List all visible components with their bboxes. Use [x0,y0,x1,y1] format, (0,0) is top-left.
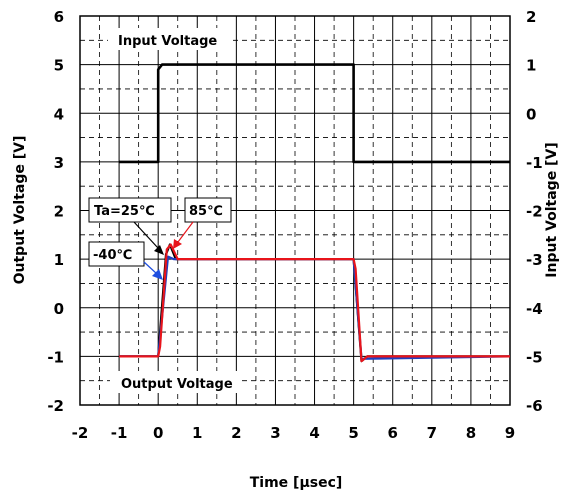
x-tick-label: -1 [111,424,128,442]
x-tick-label: 5 [348,424,358,442]
y-right-tick-label: -5 [526,348,543,366]
label-85c: 85℃ [189,204,223,219]
x-tick-label: 7 [427,424,437,442]
series-line-3 [119,243,510,363]
plot-frame [79,15,511,406]
y-right-tick-label: 1 [526,57,536,75]
annotations: Input Voltage Output Voltage Ta=25℃ 85℃ … [88,28,239,393]
y-left-tick-label: 3 [54,154,64,172]
arrow-m40-head [152,269,163,280]
y-right-tick-label: -2 [526,203,543,221]
series-line-0 [119,63,510,164]
x-tick-label: 0 [153,424,163,442]
y-left-tick-label: 2 [54,203,64,221]
label-box-input [108,28,231,50]
x-tick-label: -2 [72,424,89,442]
y-right-tick-label: 2 [526,8,536,26]
x-axis-title: Time [μsec] [250,475,343,491]
label-box-ta25 [88,197,172,223]
series-group [119,63,511,363]
y-left-tick-label: 6 [54,8,64,26]
x-tick-label: 8 [466,424,476,442]
arrow-ta25-head [154,245,164,255]
x-tick-labels: -2 -1 0 1 2 3 4 5 6 7 8 9 [72,424,516,442]
y-left-tick-label: -1 [47,348,64,366]
y-right-tick-label: -4 [526,300,543,318]
y-left-axis-title: Output Voltage [V] [12,136,28,285]
y-right-tick-label: -6 [526,397,543,415]
label-box-m40 [88,241,145,267]
x-tick-label: 9 [505,424,515,442]
arrow-85-head [173,239,182,249]
label-input-voltage: Input Voltage [118,34,217,49]
label-minus40c: -40℃ [93,248,132,263]
x-tick-label: 2 [231,424,241,442]
label-box-85 [184,197,232,223]
x-tick-label: 4 [309,424,319,442]
y-left-tick-label: 4 [54,105,64,123]
y-left-tick-label: -2 [47,397,64,415]
y-left-tick-label: 5 [54,57,64,75]
y-left-tick-label: 0 [54,300,64,318]
y-left-tick-labels: -2 -1 0 1 2 3 4 5 6 [47,8,64,415]
y-right-tick-labels: -6 -5 -4 -3 -2 -1 0 1 2 [526,8,543,415]
label-output-voltage: Output Voltage [121,377,233,392]
arrow-m40-line [143,261,158,275]
x-tick-label: 3 [270,424,280,442]
y-right-tick-label: -1 [526,154,543,172]
y-left-tick-label: 1 [54,251,64,269]
y-right-axis-title: Input Voltage [V] [544,142,560,277]
label-box-output [110,371,239,393]
arrow-85-line [177,221,194,243]
y-right-tick-label: 0 [526,105,536,123]
x-tick-label: 6 [388,424,398,442]
y-right-tick-label: -3 [526,251,543,269]
label-ta25: Ta=25℃ [94,204,155,219]
arrow-ta25-line [133,221,159,249]
x-tick-label: 1 [192,424,202,442]
